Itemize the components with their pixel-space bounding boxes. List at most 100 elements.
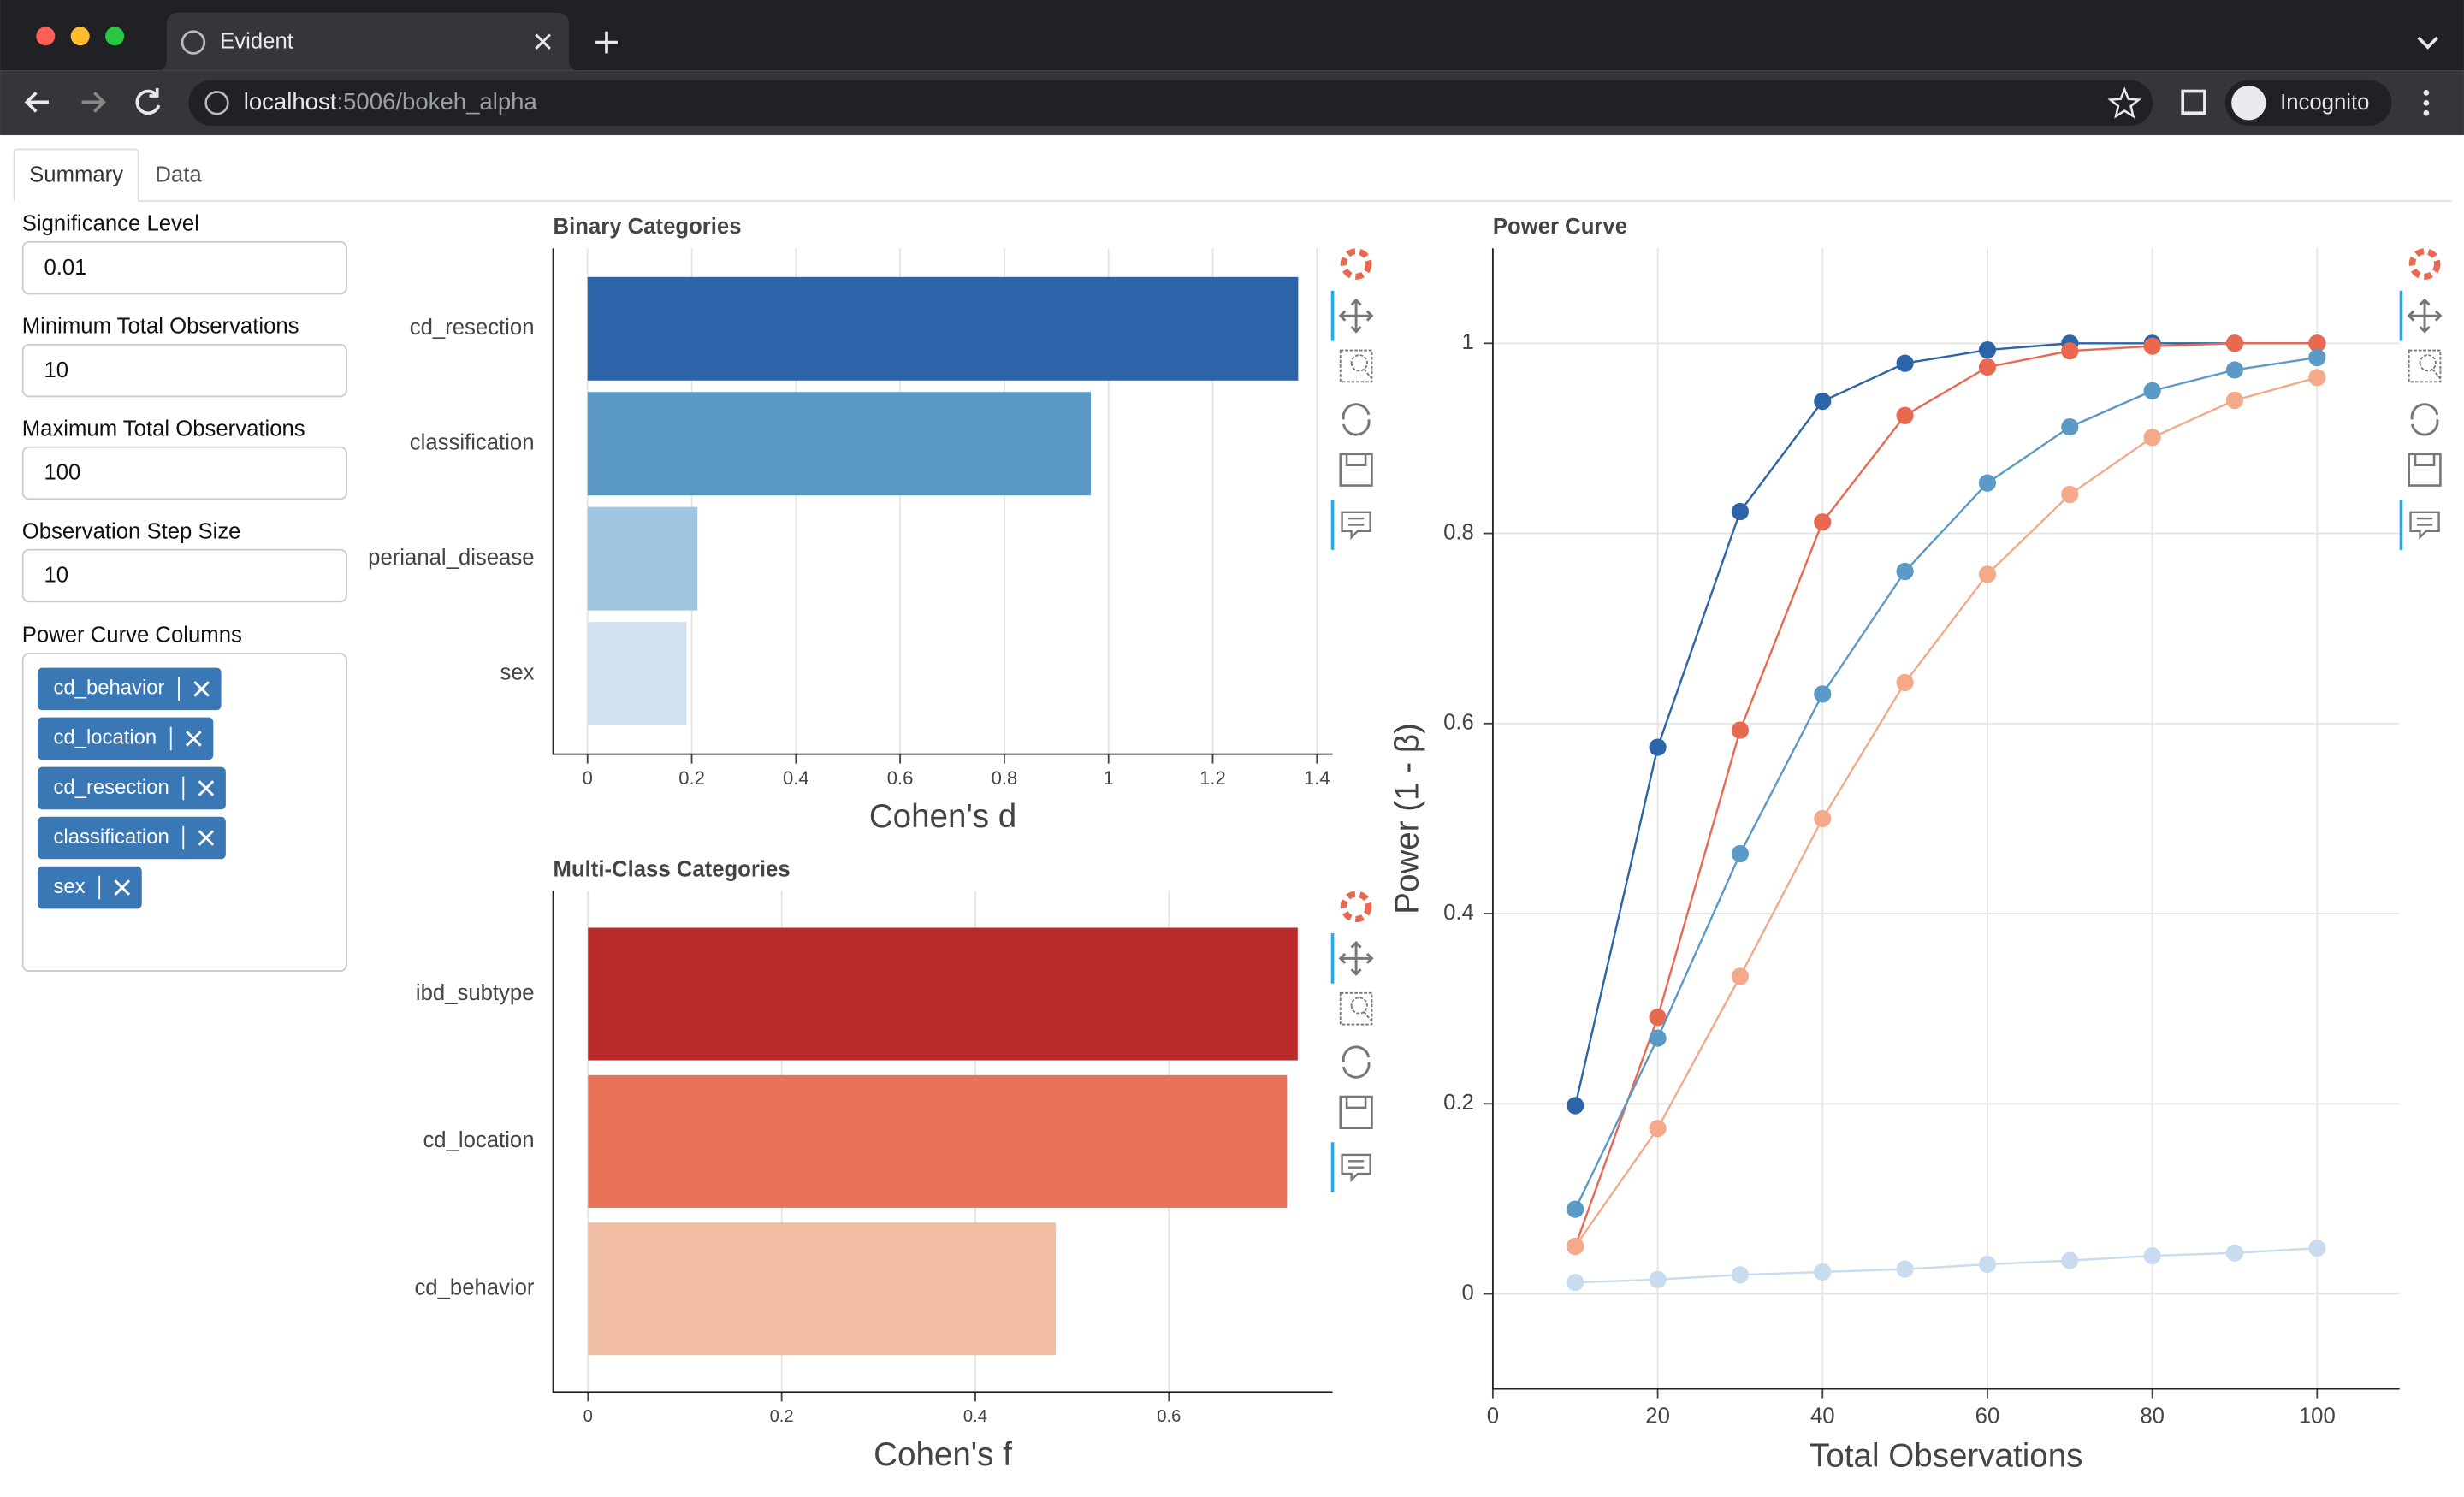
reload-button[interactable] bbox=[135, 87, 161, 115]
tool-save[interactable] bbox=[2408, 453, 2442, 487]
text-input[interactable] bbox=[21, 446, 347, 500]
tool-pan[interactable] bbox=[1338, 940, 1374, 976]
summary-tab[interactable] bbox=[13, 148, 139, 202]
tag-remove[interactable] bbox=[186, 731, 202, 747]
x-axis-label: Cohen's f bbox=[874, 1436, 1012, 1473]
field-label: Power Curve Columns bbox=[22, 624, 242, 648]
tag-label: sex bbox=[53, 875, 85, 898]
x-tick-label: 100 bbox=[2299, 1404, 2336, 1428]
tool-color-wheel[interactable] bbox=[2408, 248, 2441, 280]
y-tick-label: 0.6 bbox=[1443, 711, 1474, 735]
chart-title: Power Curve bbox=[1493, 215, 1627, 239]
forward-button[interactable] bbox=[81, 92, 106, 113]
y-tick-label: classification bbox=[410, 430, 535, 454]
tag-remove[interactable] bbox=[198, 780, 215, 796]
browser-tab[interactable] bbox=[157, 12, 578, 71]
text-input[interactable] bbox=[21, 548, 347, 603]
tool-pan[interactable] bbox=[1338, 298, 1374, 334]
bar bbox=[588, 1222, 1056, 1356]
tag-chip bbox=[38, 766, 226, 810]
tag-remove[interactable] bbox=[198, 830, 215, 846]
y-tick-label: 0.8 bbox=[1443, 520, 1474, 544]
data-point bbox=[2225, 334, 2244, 352]
bookmark-star[interactable] bbox=[2107, 86, 2142, 119]
data-point bbox=[2225, 1244, 2244, 1262]
data-point bbox=[1896, 673, 1914, 692]
tab-title: Evident bbox=[220, 29, 293, 53]
tab-close[interactable] bbox=[535, 33, 551, 50]
minimize-window[interactable] bbox=[70, 27, 90, 46]
y-tick-label: 0.2 bbox=[1443, 1091, 1474, 1115]
url: localhost:5006/bokeh_alpha bbox=[244, 89, 538, 115]
data-point bbox=[1567, 1200, 1584, 1218]
tool-save[interactable] bbox=[1339, 1095, 1373, 1130]
tool-hover[interactable] bbox=[2409, 511, 2440, 541]
tag-label: cd_resection bbox=[53, 776, 169, 799]
tool-hover[interactable] bbox=[1341, 511, 1371, 541]
side-panel[interactable] bbox=[2181, 89, 2206, 115]
field-label: Maximum Total Observations bbox=[22, 417, 305, 441]
data-point bbox=[1978, 1255, 1997, 1274]
tab-search[interactable] bbox=[2417, 36, 2439, 50]
close-window[interactable] bbox=[36, 27, 56, 46]
series-line bbox=[1574, 342, 2318, 1106]
data-point bbox=[2308, 334, 2326, 352]
data-point bbox=[1978, 474, 1997, 492]
input-value: 10 bbox=[44, 358, 68, 382]
x-tick-label: 80 bbox=[2140, 1404, 2165, 1428]
axes bbox=[552, 248, 1333, 755]
back-button[interactable] bbox=[24, 92, 49, 113]
data-point bbox=[2225, 391, 2244, 410]
y-tick-label: 0 bbox=[1462, 1281, 1474, 1305]
tool-color-wheel[interactable] bbox=[1340, 248, 1372, 280]
text-input[interactable] bbox=[21, 343, 347, 398]
menu-button[interactable] bbox=[2423, 90, 2430, 116]
tool-box-zoom[interactable] bbox=[1339, 991, 1373, 1026]
site-info[interactable] bbox=[204, 91, 229, 115]
chart-title: Binary Categories bbox=[554, 215, 742, 239]
tool-color-wheel[interactable] bbox=[1340, 891, 1372, 923]
tab-label[interactable]: Data bbox=[155, 163, 202, 187]
tool-pan[interactable] bbox=[2407, 298, 2443, 334]
y-tick-label: 1 bbox=[1462, 330, 1474, 354]
bar bbox=[587, 392, 1091, 496]
data-point bbox=[1814, 1263, 1832, 1281]
x-tick-label: 0.6 bbox=[887, 767, 914, 789]
x-tick-label: 20 bbox=[1645, 1404, 1670, 1428]
tool-reset[interactable] bbox=[2410, 403, 2439, 436]
tool-box-zoom[interactable] bbox=[2408, 349, 2442, 383]
data-point bbox=[1731, 967, 1750, 985]
tool-hover[interactable] bbox=[1341, 1153, 1371, 1183]
tag-remove[interactable] bbox=[193, 681, 210, 697]
tag-label: classification bbox=[53, 825, 169, 849]
tool-reset[interactable] bbox=[1342, 403, 1371, 436]
x-tick-label: 1.2 bbox=[1199, 767, 1226, 789]
address-bar[interactable] bbox=[188, 80, 2153, 126]
tool-reset[interactable] bbox=[1342, 1045, 1371, 1079]
field-label: Significance Level bbox=[22, 211, 199, 235]
bar bbox=[588, 1074, 1288, 1208]
profile-button[interactable] bbox=[2224, 80, 2392, 126]
profile-label: Incognito bbox=[2280, 91, 2369, 115]
maximize-window[interactable] bbox=[105, 27, 125, 46]
axes bbox=[1491, 248, 2400, 1390]
data-point bbox=[1731, 844, 1750, 863]
text-input[interactable] bbox=[21, 240, 347, 295]
x-tick-label: 0.2 bbox=[770, 1407, 794, 1426]
data-point bbox=[1896, 1260, 1914, 1278]
series-line bbox=[1574, 356, 2318, 1210]
chart-title: Multi-Class Categories bbox=[554, 857, 791, 881]
tag-remove[interactable] bbox=[114, 879, 131, 896]
data-point bbox=[2061, 418, 2079, 436]
input-value: 0.01 bbox=[44, 256, 86, 280]
tool-box-zoom[interactable] bbox=[1339, 349, 1373, 383]
tool-save[interactable] bbox=[1339, 453, 1373, 487]
x-axis-label: Total Observations bbox=[1810, 1438, 2082, 1475]
data-point bbox=[1814, 685, 1832, 703]
data-point bbox=[1649, 738, 1667, 756]
x-tick-label: 40 bbox=[1810, 1404, 1835, 1428]
tag-label: cd_location bbox=[53, 726, 157, 749]
new-tab[interactable] bbox=[595, 31, 618, 54]
